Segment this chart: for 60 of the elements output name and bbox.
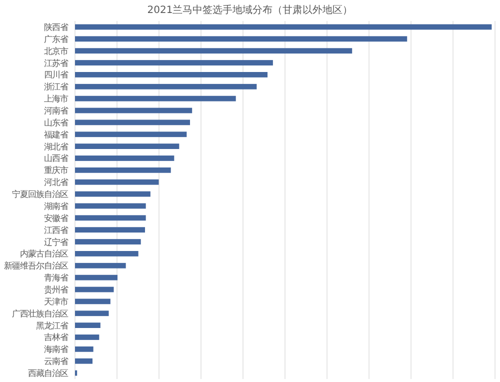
bar <box>75 120 190 126</box>
y-tick-label: 重庆市 <box>44 165 68 176</box>
y-tick-label: 山西省 <box>44 153 68 164</box>
y-tick-label: 海南省 <box>44 344 68 354</box>
bar <box>75 72 268 78</box>
bar <box>75 286 114 292</box>
y-tick-label: 江西省 <box>44 224 68 235</box>
y-tick-label: 西藏自治区 <box>28 368 68 378</box>
y-tick-label: 新疆维吾尔自治区 <box>4 260 68 271</box>
bar <box>75 167 171 173</box>
y-tick-label: 云南省 <box>44 356 68 366</box>
bar <box>75 203 146 209</box>
bar <box>75 262 126 268</box>
y-tick-label: 贵州省 <box>44 284 68 294</box>
bar <box>75 346 94 352</box>
y-tick-label: 广东省 <box>44 34 68 44</box>
y-tick-label: 黑龙江省 <box>36 320 68 330</box>
bar <box>75 60 273 66</box>
y-tick-label: 陕西省 <box>44 22 68 32</box>
y-tick-label: 内蒙古自治区 <box>20 248 68 259</box>
y-tick-label: 江苏省 <box>44 58 68 68</box>
bar <box>75 84 257 90</box>
y-tick-label: 天津市 <box>44 296 68 306</box>
bar <box>75 144 180 149</box>
bar <box>75 179 159 185</box>
bar <box>75 156 174 161</box>
y-tick-label: 河南省 <box>44 106 68 116</box>
y-tick-label: 湖南省 <box>44 200 68 211</box>
y-tick-label: 北京市 <box>44 46 68 56</box>
bar <box>75 298 110 304</box>
y-tick-label: 四川省 <box>44 70 68 80</box>
chart-title: 2021兰马中签选手地域分布（甘肃以外地区） <box>147 4 353 16</box>
y-tick-label: 浙江省 <box>44 82 68 92</box>
bar <box>75 310 109 316</box>
y-tick-label: 吉林省 <box>44 332 68 342</box>
y-tick-label: 广西壮族自治区 <box>12 308 68 318</box>
bar <box>75 132 187 138</box>
y-tick-label: 山东省 <box>44 117 68 128</box>
y-tick-label: 宁夏回族自治区 <box>12 189 68 200</box>
bar <box>75 215 146 221</box>
bar <box>75 227 146 233</box>
bar <box>75 108 192 114</box>
bar <box>75 96 236 102</box>
bar <box>75 24 492 30</box>
y-tick-label: 上海市 <box>44 94 68 104</box>
bar <box>75 36 408 42</box>
bar <box>75 322 100 328</box>
bar <box>75 239 141 244</box>
bar <box>75 251 138 256</box>
bar <box>75 274 118 280</box>
y-tick-label: 湖北省 <box>44 141 68 152</box>
bar <box>75 191 150 197</box>
y-tick-label: 安徽省 <box>44 212 68 223</box>
bar <box>75 48 352 54</box>
y-tick-label: 福建省 <box>44 129 68 140</box>
y-tick-label: 青海省 <box>44 272 68 283</box>
bar <box>75 334 100 340</box>
bar <box>75 358 92 364</box>
y-tick-label: 河北省 <box>44 177 68 188</box>
y-tick-label: 辽宁省 <box>44 236 68 247</box>
